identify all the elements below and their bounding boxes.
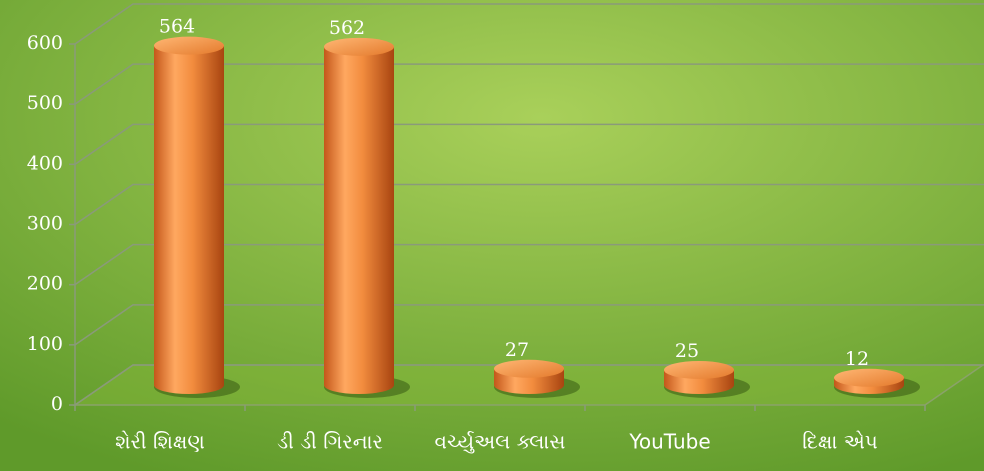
bar — [154, 45, 224, 394]
grid-line — [74, 123, 984, 165]
y-tick-label: 100 — [27, 333, 63, 355]
data-label: 12 — [845, 348, 869, 370]
bar-cap — [494, 359, 564, 378]
data-label: 27 — [505, 339, 529, 361]
bar-cap — [664, 360, 734, 379]
grid-line — [74, 183, 984, 226]
x-tick-label: શેરી શિક્ષણ — [115, 430, 205, 454]
y-tick-label: 300 — [27, 213, 63, 235]
x-tick-label: ડી ડી ગિરનાર — [277, 430, 383, 454]
bar — [324, 46, 394, 394]
y-tick-label: 400 — [27, 152, 63, 174]
grid-line — [74, 63, 984, 105]
data-label: 562 — [329, 17, 365, 39]
bar-cap — [154, 36, 224, 55]
x-tick-label: YouTube — [628, 430, 710, 454]
grid-line — [74, 3, 984, 45]
data-label: 25 — [675, 340, 699, 362]
data-label: 564 — [159, 16, 195, 38]
x-tick-label: દિક્ષા એપ — [802, 430, 878, 454]
x-tick-label: વર્ચ્યુઅલ ક્લાસ — [435, 430, 566, 454]
y-tick-label: 0 — [51, 393, 63, 415]
y-tick-label: 200 — [27, 273, 63, 295]
y-tick-label: 600 — [27, 32, 63, 54]
grid-line — [74, 304, 984, 346]
bar-cap — [324, 37, 394, 56]
bar-cap — [834, 368, 904, 387]
y-tick-label: 500 — [27, 92, 63, 114]
grid-line — [74, 243, 984, 286]
